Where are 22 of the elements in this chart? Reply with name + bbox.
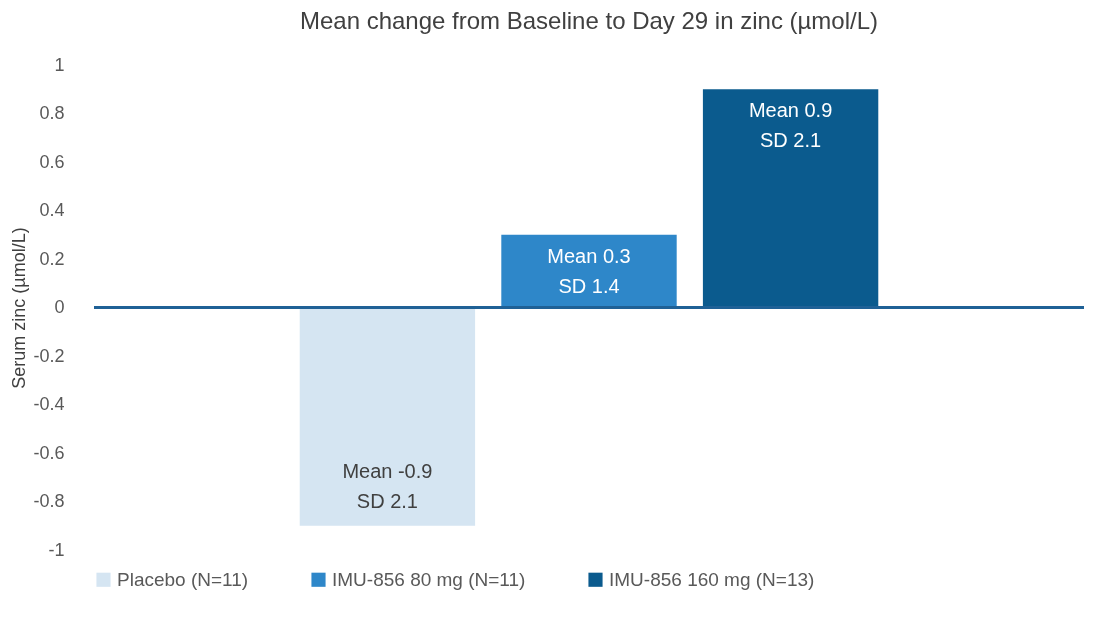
legend-label: Placebo (N=11) bbox=[117, 568, 249, 590]
y-tick-label: -1 bbox=[48, 539, 65, 560]
data-label: Mean 0.3 SD 1.4 bbox=[547, 244, 631, 297]
chart-title: Mean change from Baseline to Day 29 in zinc (µmol/L) bbox=[299, 7, 879, 34]
y-tick-label: 0.2 bbox=[39, 248, 65, 269]
legend-label: IMU-856 160 mg (N=13) bbox=[609, 568, 815, 590]
bar bbox=[299, 307, 476, 526]
y-tick-label: -0.6 bbox=[33, 442, 65, 463]
y-tick-label: -0.4 bbox=[33, 394, 65, 414]
bar bbox=[702, 89, 879, 308]
data-label: Mean 0.9 SD 2.1 bbox=[748, 99, 833, 152]
y-tick-label: -0.8 bbox=[33, 491, 65, 511]
y-tick-label: -0.2 bbox=[33, 345, 65, 366]
bar bbox=[501, 234, 677, 308]
y-tick-label: 0 bbox=[54, 297, 65, 317]
y-tick-label: 0.6 bbox=[39, 151, 65, 172]
legend-label: IMU-856 80 mg (N=11) bbox=[332, 568, 526, 590]
data-label: Mean -0.9 SD 2.1 bbox=[342, 459, 433, 512]
y-tick-label: 1 bbox=[54, 54, 65, 75]
y-tick-label: 0.8 bbox=[39, 103, 65, 123]
y-axis-title: Serum zinc (µmol/L) bbox=[9, 227, 30, 389]
y-tick-label: 0.4 bbox=[39, 200, 65, 220]
